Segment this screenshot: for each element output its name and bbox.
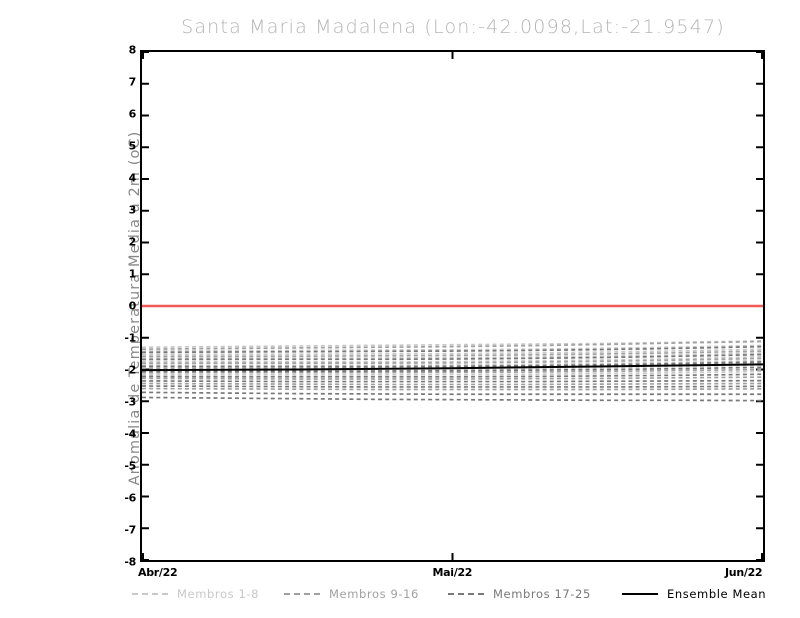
series-line [142,376,763,380]
y-axis-tick-label: 8 [128,43,137,57]
x-axis-tick-label: Abr/22 [138,566,178,579]
series-line [142,345,763,354]
y-axis-tick-label: 5 [128,139,137,153]
y-axis-tick-label: -6 [124,491,136,505]
series-line [142,355,763,363]
x-axis-tick-label: Mai/22 [432,566,473,579]
series-line [142,350,763,358]
legend-entry[interactable]: Ensemble Mean [622,586,766,602]
ensemble-mean-line [142,363,763,372]
series-line [142,382,763,386]
series-line [142,340,763,351]
plot-svg [142,52,763,560]
legend-entry[interactable]: Membros 9-16 [284,586,419,602]
series-line [142,387,763,391]
legend-entry[interactable]: Membros 17-25 [448,586,591,602]
legend-label: Membros 17-25 [493,587,591,601]
series-line [142,396,763,402]
series-line [142,359,763,367]
series-line [142,385,763,388]
series-line [142,373,763,378]
series-line [142,357,763,364]
y-axis-tick-label: -8 [124,555,136,569]
series-line [142,352,763,359]
x-axis-tick-label: Jun/22 [725,566,763,579]
series-line [142,348,763,356]
y-axis-tick-label: 7 [128,75,137,89]
series-line [142,361,763,368]
chart-legend: Membros 1-8 Membros 9-16 Membros 17-25 Ense… [132,586,772,604]
series-line [142,366,763,373]
legend-entry[interactable]: Membros 1-8 [132,586,259,602]
y-axis-tick-label: -7 [124,523,136,537]
y-axis-tick-label: 2 [128,235,137,249]
y-axis-tick-label: -3 [124,395,136,409]
legend-label: Membros 1-8 [177,587,260,601]
series-line [142,344,763,352]
legend-line-swatch [622,593,658,595]
series-line [142,370,763,376]
series-line [142,379,763,383]
y-axis-tick-label: 0 [128,299,137,313]
y-axis-tick-label: 3 [128,203,137,217]
y-axis-tick-labels: 8 7 6 5 4 3 2 1 0 -1 -2 -3 -4 -5 -6 -7 -8 [106,44,137,569]
y-axis-tick-label: -5 [124,459,136,473]
legend-line-swatch [284,593,320,595]
plot-area [140,50,765,562]
chart-title: Santa Maria Madalena (Lon:-42.0098,Lat:-… [181,16,725,38]
legend-line-swatch [132,593,168,595]
series-line [142,368,763,374]
y-axis-tick-label: 6 [128,107,137,121]
y-axis-tick-label: 4 [128,171,137,185]
legend-label: Ensemble Mean [667,587,767,601]
legend-label: Membros 9-16 [329,587,419,601]
series-line [142,353,763,361]
y-axis-tick-label: 1 [128,267,137,281]
legend-line-swatch [448,593,484,595]
y-axis-tick-label: -1 [124,331,136,345]
series-line [142,391,763,396]
y-axis-tick-label: -2 [124,363,136,377]
y-axis-tick-label: -4 [124,427,136,441]
